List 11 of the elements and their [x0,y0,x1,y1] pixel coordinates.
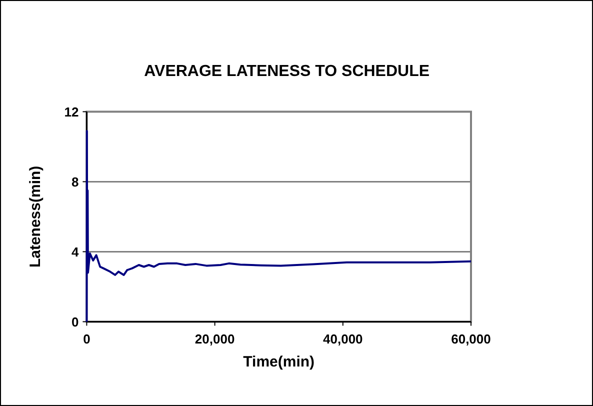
x-tick-label: 40,000 [323,332,363,347]
x-tick-label: 60,000 [451,332,491,347]
y-tick-label: 12 [64,104,79,120]
x-axis-title: Time(min) [243,354,315,371]
y-tick-label: 4 [71,244,80,260]
y-tick-label: 0 [71,314,79,330]
x-tick-label: 0 [83,332,90,347]
x-tick-label: 20,000 [194,332,235,347]
chart-title: AVERAGE LATENESS TO SCHEDULE [144,63,430,80]
y-axis-title: Lateness(min) [27,166,44,268]
y-tick-label: 8 [71,174,79,190]
